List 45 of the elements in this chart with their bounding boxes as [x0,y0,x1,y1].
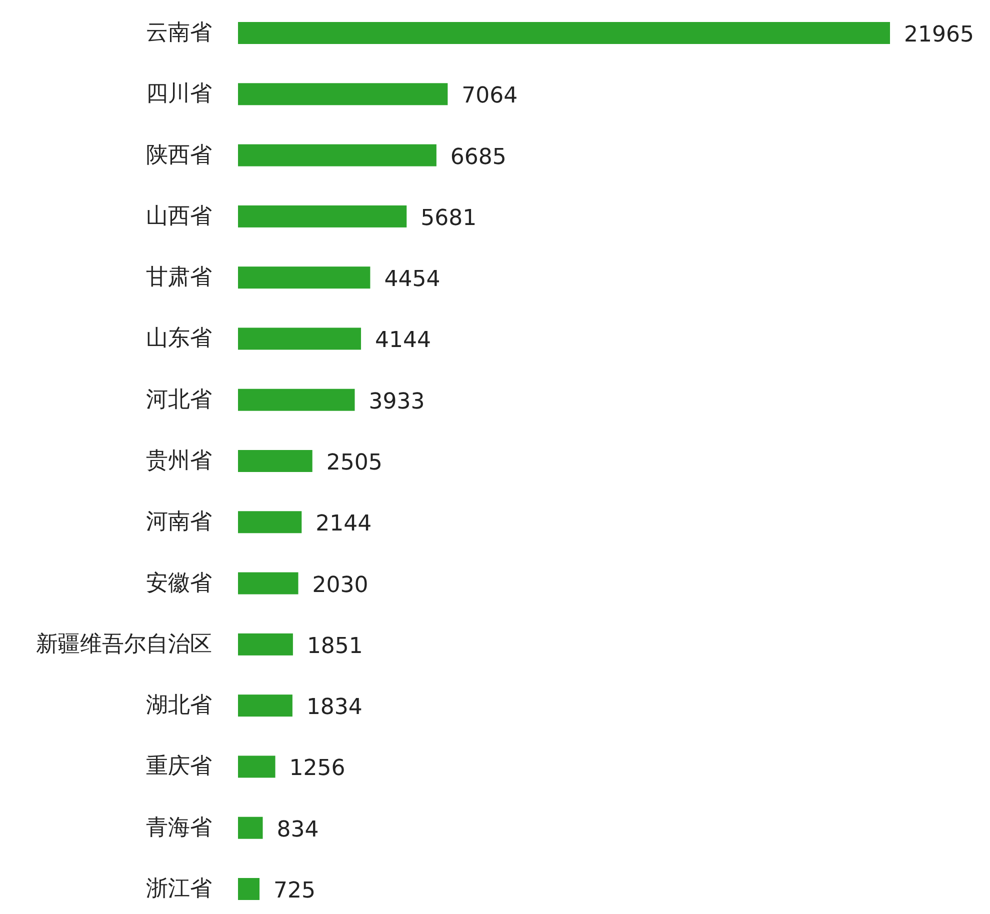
data-label: 3933 [368,389,425,414]
y-tick-label: 陕西省 [146,142,212,168]
data-label: 2505 [326,450,382,476]
data-label: 4144 [375,328,432,354]
bar [238,266,370,289]
y-tick-label: 四川省 [146,82,212,107]
data-label: 834 [276,817,319,842]
data-label: 5681 [420,206,477,231]
y-tick-label: 河南省 [146,510,212,535]
y-tick-label: 贵州省 [146,448,212,474]
data-label: 725 [274,878,316,904]
y-tick-label: 浙江省 [146,876,212,902]
y-tick-label: 青海省 [146,815,212,840]
bar [238,816,263,839]
y-tick-label: 云南省 [146,20,212,46]
data-label: 2144 [316,512,372,537]
bar [238,205,407,228]
bar [238,144,436,166]
data-label: 1834 [306,695,362,720]
y-tick-label: 山西省 [146,204,212,229]
bar [238,22,890,44]
bar [238,756,276,778]
data-label: 1851 [306,634,363,659]
y-tick-label: 山东省 [146,326,212,352]
bar [238,878,260,900]
data-label: 6685 [450,144,506,170]
data-label: 1256 [289,756,346,782]
data-label: 2030 [312,572,368,598]
y-tick-label: 安徽省 [146,570,212,596]
bar [238,450,312,472]
bar [238,388,355,411]
bar [238,633,293,656]
data-label: 4454 [384,267,440,292]
y-tick-label: 新疆维吾尔自治区 [36,632,212,657]
y-tick-label: 湖北省 [146,693,212,718]
data-label: 7064 [462,84,518,109]
bar [238,694,292,717]
bar [238,328,362,350]
y-tick-label: 重庆省 [146,754,212,780]
bar [238,83,448,106]
y-tick-label: 甘肃省 [146,265,212,290]
bar [238,511,302,534]
data-label: 21965 [904,22,974,48]
y-tick-label: 河北省 [146,387,212,412]
bar [238,572,298,594]
